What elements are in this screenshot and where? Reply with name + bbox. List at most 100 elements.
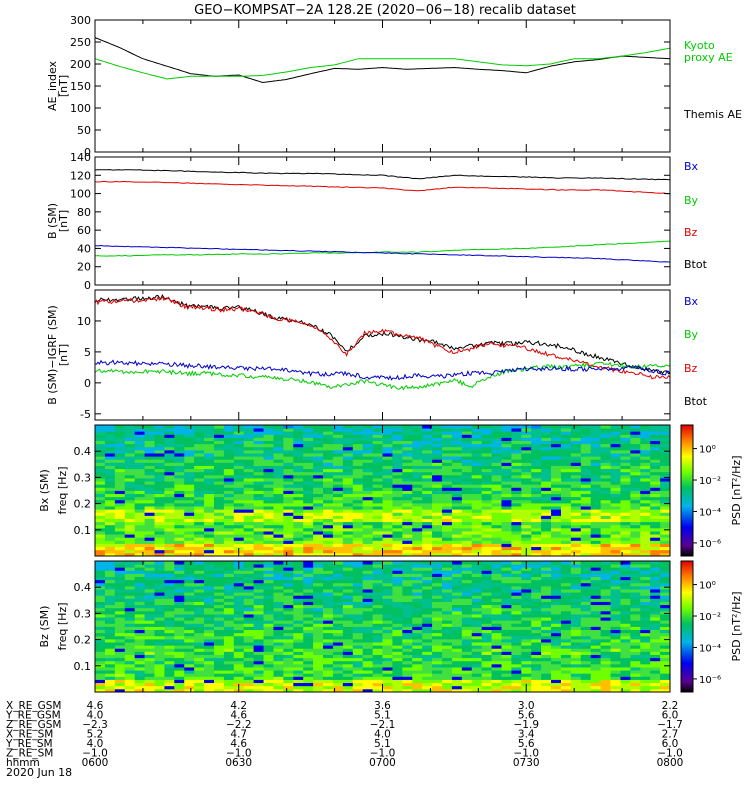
spectrogram-cell <box>650 642 661 646</box>
spectrogram-cell <box>551 515 562 519</box>
spectrogram-cell <box>382 425 393 429</box>
spectrogram-cell <box>650 626 661 631</box>
spectrogram-cell <box>263 645 274 649</box>
spectrogram-cell <box>263 502 274 507</box>
spectrogram-cell <box>570 576 582 581</box>
spectrogram-cell <box>630 632 641 637</box>
spectrogram-cell <box>511 496 522 501</box>
spectrogram-cell <box>293 431 304 435</box>
spectrogram-cell <box>243 431 255 435</box>
spectrogram-cell <box>590 663 601 668</box>
spectrogram-cell <box>451 585 463 590</box>
spectrogram-cell <box>184 537 195 541</box>
spectrogram-cell <box>213 468 225 473</box>
spectrogram-cell <box>620 654 631 659</box>
spectrogram-cell <box>114 443 126 448</box>
spectrogram-cell <box>174 607 185 612</box>
spectrogram-cell <box>590 638 601 643</box>
spectrogram-cell <box>233 478 245 482</box>
spectrogram-cell <box>392 610 403 615</box>
spectrogram-cell <box>283 537 294 541</box>
spectrogram-cell <box>650 651 661 655</box>
spectrogram-cell <box>590 567 601 571</box>
spectrogram-cell <box>95 604 106 609</box>
spectrogram-cell <box>313 518 324 523</box>
spectrogram-cell <box>461 537 473 541</box>
spectrogram-cell <box>134 595 145 599</box>
spectrogram-cell <box>283 496 294 501</box>
spectrogram-cell <box>471 670 483 674</box>
spectrogram-cell <box>511 518 522 523</box>
spectrogram-cell <box>432 512 443 516</box>
spectrogram-cell <box>640 540 651 544</box>
spectrogram-cell <box>481 506 492 510</box>
spectrogram-cell <box>541 453 552 457</box>
spectrogram-cell <box>570 543 582 548</box>
spectrogram-cell <box>114 610 126 615</box>
spectrogram-cell <box>114 607 126 612</box>
spectrogram-cell <box>104 512 116 516</box>
spectrogram-cell <box>273 527 284 532</box>
spectrogram-cell <box>432 440 443 445</box>
spectrogram-cell <box>660 552 671 557</box>
spectrogram-cell <box>263 610 274 615</box>
spectrogram-cell <box>95 552 106 557</box>
spectrogram-cell <box>342 499 354 504</box>
spectrogram-cell <box>491 506 502 510</box>
spectrogram-cell <box>412 642 423 646</box>
spectrogram-cell <box>293 604 304 609</box>
spectrogram-cell <box>422 465 433 470</box>
spectrogram-cell <box>511 465 522 470</box>
spectrogram-cell <box>144 537 155 541</box>
spectrogram-cell <box>95 564 106 568</box>
spectrogram-cell <box>432 614 443 618</box>
spectrogram-cell <box>521 629 532 634</box>
spectrogram-cell <box>114 465 126 470</box>
spectrogram-cell <box>580 552 592 557</box>
spectrogram-cell <box>531 484 542 488</box>
spectrogram-cell <box>541 546 552 551</box>
spectrogram-cell <box>570 626 582 631</box>
spectrogram-cell <box>134 468 145 473</box>
spectrogram-cell <box>580 509 592 513</box>
spectrogram-cell <box>580 570 592 574</box>
spectrogram-cell <box>531 527 542 532</box>
spectrogram-cell <box>174 592 185 596</box>
spectrogram-cell <box>640 474 651 479</box>
spectrogram-cell <box>412 493 423 498</box>
spectrogram-cell <box>560 449 572 454</box>
spectrogram-cell <box>362 484 373 488</box>
spectrogram-cell <box>471 654 483 659</box>
spectrogram-cell <box>590 527 601 532</box>
spectrogram-cell <box>144 651 155 655</box>
spectrogram-cell <box>243 673 255 677</box>
spectrogram-cell <box>184 468 195 473</box>
spectrogram-cell <box>154 673 165 677</box>
spectrogram-cell <box>511 481 522 485</box>
y-tick-label: 0.4 <box>74 445 92 458</box>
spectrogram-cell <box>233 437 245 441</box>
spectrogram-cell <box>124 453 136 457</box>
spectrogram-cell <box>511 471 522 476</box>
spectrogram-cell <box>362 648 373 652</box>
spectrogram-cell <box>194 465 205 470</box>
spectrogram-cell <box>541 431 552 435</box>
spectrogram-cell <box>392 456 403 460</box>
spectrogram-cell <box>511 576 522 581</box>
spectrogram-cell <box>660 515 671 519</box>
spectrogram-cell <box>402 598 413 602</box>
spectrogram-cell <box>451 484 463 488</box>
spectrogram-cell <box>600 524 611 529</box>
spectrogram-cell <box>441 431 453 435</box>
spectrogram-cell <box>461 518 473 523</box>
spectrogram-cell <box>392 617 403 621</box>
spectrogram-cell <box>332 499 344 504</box>
spectrogram-cell <box>600 598 611 602</box>
spectrogram-cell <box>441 506 453 510</box>
spectrogram-cell <box>95 654 106 659</box>
spectrogram-cell <box>332 676 344 680</box>
spectrogram-cell <box>511 632 522 637</box>
spectrogram-cell <box>332 648 344 652</box>
spectrogram-cell <box>392 434 403 438</box>
spectrogram-cell <box>441 534 453 538</box>
